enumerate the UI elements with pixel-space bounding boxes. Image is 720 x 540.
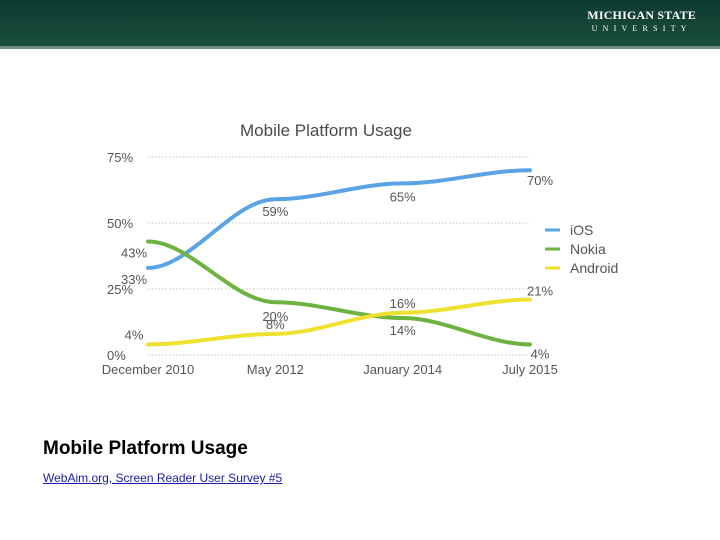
msu-logo: MICHIGAN STATE UNIVERSITY: [587, 9, 696, 34]
data-label: 20%: [262, 309, 288, 324]
header-bar: MICHIGAN STATE UNIVERSITY: [0, 0, 720, 49]
data-label: 21%: [527, 284, 553, 299]
data-label: 4%: [125, 327, 144, 342]
y-tick-label: 75%: [107, 150, 133, 165]
y-tick-label: 25%: [107, 282, 133, 297]
y-tick-label: 50%: [107, 216, 133, 231]
x-tick-label: January 2014: [363, 362, 442, 377]
legend-label: iOS: [570, 222, 593, 238]
x-tick-label: May 2012: [247, 362, 304, 377]
data-label: 59%: [262, 204, 288, 219]
slide-caption: Mobile Platform Usage: [43, 438, 248, 459]
data-label: 33%: [121, 272, 147, 287]
series-line-android: [146, 297, 532, 347]
data-label: 43%: [121, 245, 147, 260]
y-tick-label: 0%: [107, 348, 126, 363]
data-label: 16%: [390, 296, 416, 311]
legend-label: Android: [570, 260, 618, 276]
source-link[interactable]: WebAim.org, Screen Reader User Survey #5: [43, 471, 283, 485]
data-label: 8%: [266, 317, 285, 332]
series-line-ios: [146, 168, 532, 270]
logo-line-2: UNIVERSITY: [591, 24, 692, 33]
x-tick-label: December 2010: [102, 362, 195, 377]
legend-label: Nokia: [570, 241, 606, 257]
logo-line-1: MICHIGAN STATE: [587, 8, 696, 22]
data-label: 65%: [390, 189, 416, 204]
data-label: 4%: [531, 346, 550, 361]
data-label: 14%: [390, 323, 416, 338]
data-label: 70%: [527, 173, 553, 188]
chart-title: Mobile Platform Usage: [240, 121, 412, 140]
x-tick-label: July 2015: [502, 362, 558, 377]
line-chart: Mobile Platform Usage 0% 25% 50% 75% Decemb…: [102, 121, 619, 377]
series-line-nokia: [146, 239, 532, 347]
